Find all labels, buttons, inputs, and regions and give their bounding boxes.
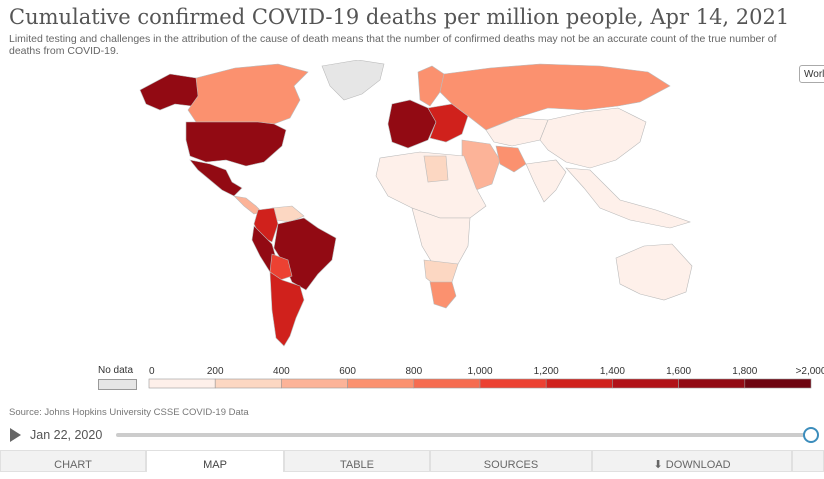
region-southeast-asia[interactable]: [565, 167, 691, 229]
page-title: Cumulative confirmed COVID-19 deaths per…: [9, 5, 790, 29]
timeline-slider-track[interactable]: [116, 433, 812, 437]
country-libya[interactable]: [423, 155, 449, 183]
legend-no-data-label: No data: [98, 365, 134, 376]
country-south-africa[interactable]: [429, 281, 457, 309]
tab-sources[interactable]: Sources: [430, 450, 592, 472]
country-australia[interactable]: [615, 243, 693, 301]
legend-tick-label: 0: [149, 366, 155, 377]
tab-table[interactable]: Table: [284, 450, 430, 472]
legend-tick-label: 800: [405, 366, 422, 377]
download-icon: ⬇: [653, 459, 666, 471]
country-russia[interactable]: [439, 63, 671, 131]
country-iran[interactable]: [495, 145, 527, 173]
country-usa[interactable]: [185, 121, 287, 167]
legend-tick-label: 400: [273, 366, 290, 377]
region-select[interactable]: World: [799, 65, 824, 83]
legend-tick-label: 1,800: [732, 366, 757, 377]
tab-map[interactable]: Map: [146, 450, 284, 472]
timeline-slider-thumb[interactable]: [803, 427, 819, 443]
legend-bin[interactable]: [678, 378, 746, 389]
legend-bin[interactable]: [545, 378, 613, 389]
country-india[interactable]: [525, 159, 567, 203]
legend-tick-label: 600: [339, 366, 356, 377]
legend-bin[interactable]: [347, 378, 415, 389]
legend-tick-label: 1,200: [534, 366, 559, 377]
legend-bin[interactable]: [214, 378, 282, 389]
legend-tick-label: >2,000: [796, 366, 824, 377]
map-legend: 0 200 400 600 800 1,000 1,200 1,400 1,600 1,800 >2…: [148, 366, 824, 389]
source-note: Source: Johns Hopkins University CSSE CO…: [9, 407, 249, 418]
region-africa-central[interactable]: [411, 207, 471, 267]
country-canada[interactable]: [187, 63, 309, 125]
legend-bin[interactable]: [148, 378, 216, 389]
legend-bin[interactable]: [413, 378, 481, 389]
legend-no-data-swatch: [98, 379, 137, 390]
tab-download[interactable]: ⬇ Download: [592, 450, 792, 472]
legend-tick-label: 1,600: [666, 366, 691, 377]
country-mexico[interactable]: [189, 159, 243, 197]
world-map: [139, 60, 693, 347]
legend-tick-label: 1,400: [600, 366, 625, 377]
timeline-date: Jan 22, 2020: [30, 428, 103, 442]
region-china-east-asia[interactable]: [539, 107, 647, 169]
region-europe-west[interactable]: [387, 99, 437, 149]
tab-bar: Chart Map Table Sources ⬇ Download: [0, 450, 824, 472]
legend-tick-label: 1,000: [467, 366, 492, 377]
legend-tick-label: 200: [207, 366, 224, 377]
legend-bin[interactable]: [479, 378, 547, 389]
country-greenland[interactable]: [321, 60, 385, 101]
legend-bin[interactable]: [612, 378, 679, 389]
legend-bin[interactable]: [281, 378, 348, 389]
region-argentina-chile[interactable]: [269, 271, 305, 347]
page-subtitle: Limited testing and challenges in the at…: [9, 33, 777, 57]
play-icon[interactable]: [10, 428, 21, 442]
region-scandinavia[interactable]: [417, 65, 445, 107]
tab-extra[interactable]: [792, 450, 824, 472]
country-bolivia[interactable]: [269, 253, 293, 281]
tab-chart[interactable]: Chart: [0, 450, 146, 472]
legend-bin[interactable]: [744, 378, 812, 389]
